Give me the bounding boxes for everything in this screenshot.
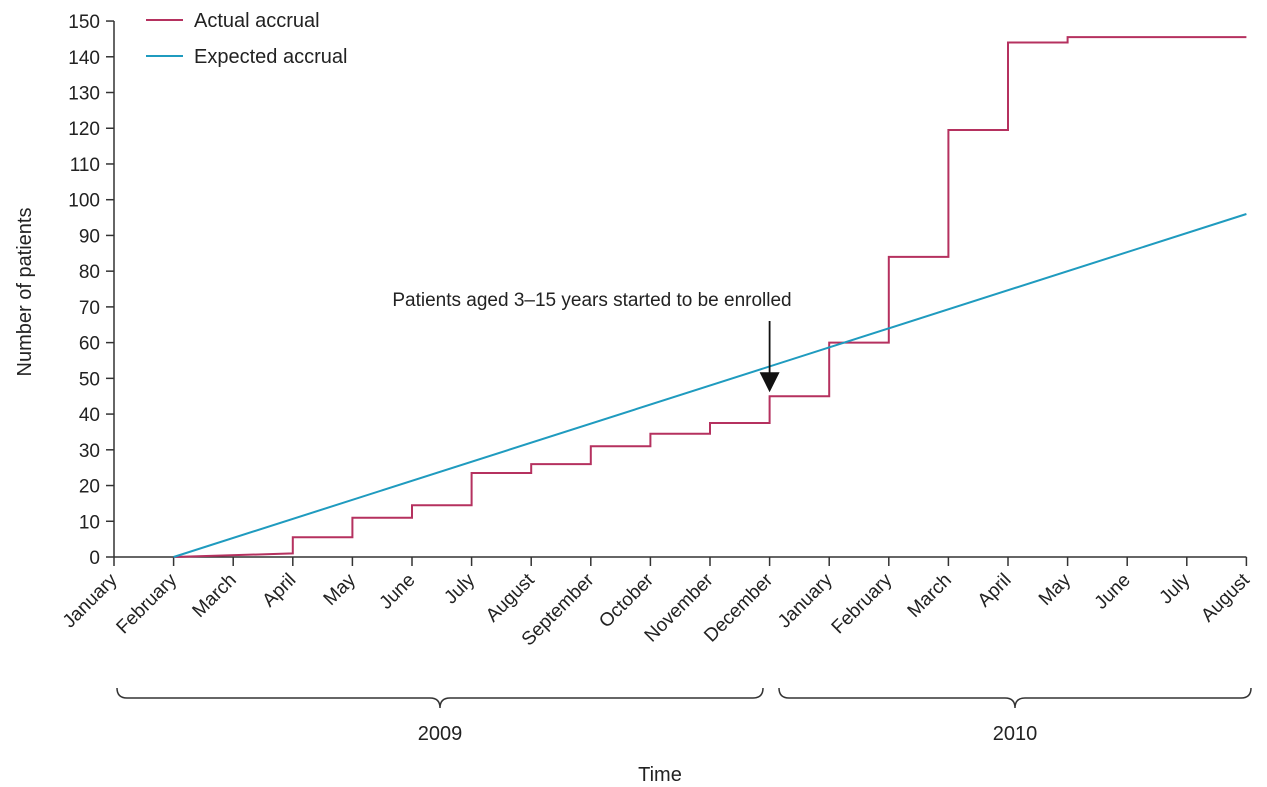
y-tick-label: 150 (68, 12, 100, 33)
x-tick-label: June (376, 570, 420, 614)
series-line-actual (173, 36, 1247, 558)
x-axis-label: Time (638, 764, 682, 786)
y-tick-label: 40 (79, 405, 100, 426)
y-tick-label: 140 (68, 48, 100, 69)
x-tick-label: March (189, 570, 241, 622)
x-tick-label: July (440, 569, 479, 608)
y-axis-label: Number of patients (14, 208, 36, 377)
y-tick-label: 30 (79, 441, 100, 462)
series-layer (173, 36, 1247, 558)
y-tick-label: 60 (79, 334, 100, 355)
x-tick-label: April (259, 570, 301, 612)
annotation: Patients aged 3–15 years started to be e… (392, 290, 792, 393)
x-tick-label: February (828, 569, 897, 638)
x-tick-label: June (1091, 570, 1135, 614)
y-tick-label: 50 (79, 369, 100, 390)
y-tick-label: 10 (79, 512, 100, 533)
year-2009-label: 2009 (418, 723, 463, 745)
y-tick-label: 110 (70, 155, 100, 176)
y-tick-label: 70 (79, 298, 100, 319)
y-tick-label: 120 (68, 119, 100, 140)
year-2009-bracket (116, 687, 764, 709)
x-tick-label: April (974, 570, 1016, 612)
year-2010-label: 2010 (993, 723, 1038, 745)
year-brackets: 2009 2010 (116, 687, 1252, 745)
year-2010-bracket (778, 687, 1252, 709)
annotation-text: Patients aged 3–15 years started to be e… (392, 290, 791, 311)
x-tick-label: July (1156, 569, 1195, 608)
x-tick-label: August (482, 569, 539, 626)
legend-actual-label: Actual accrual (194, 10, 320, 32)
y-tick-label: 100 (68, 191, 100, 212)
y-tick-label: 20 (79, 477, 100, 498)
x-tick-label: August (1197, 569, 1254, 626)
series-line-expected (173, 213, 1247, 558)
y-tick-label: 130 (68, 84, 100, 105)
x-tick-label: March (904, 570, 956, 622)
x-tick-label: May (1035, 569, 1076, 610)
y-tick-label: 90 (79, 226, 100, 247)
y-tick-label: 80 (79, 262, 100, 283)
x-tick-label: February (113, 569, 182, 638)
annotation-arrow-head (759, 372, 780, 393)
legend-expected-label: Expected accrual (194, 46, 347, 68)
legend: Actual accrual Expected accrual (146, 10, 347, 68)
x-tick-label: May (320, 569, 361, 610)
y-tick-label: 0 (89, 548, 100, 569)
